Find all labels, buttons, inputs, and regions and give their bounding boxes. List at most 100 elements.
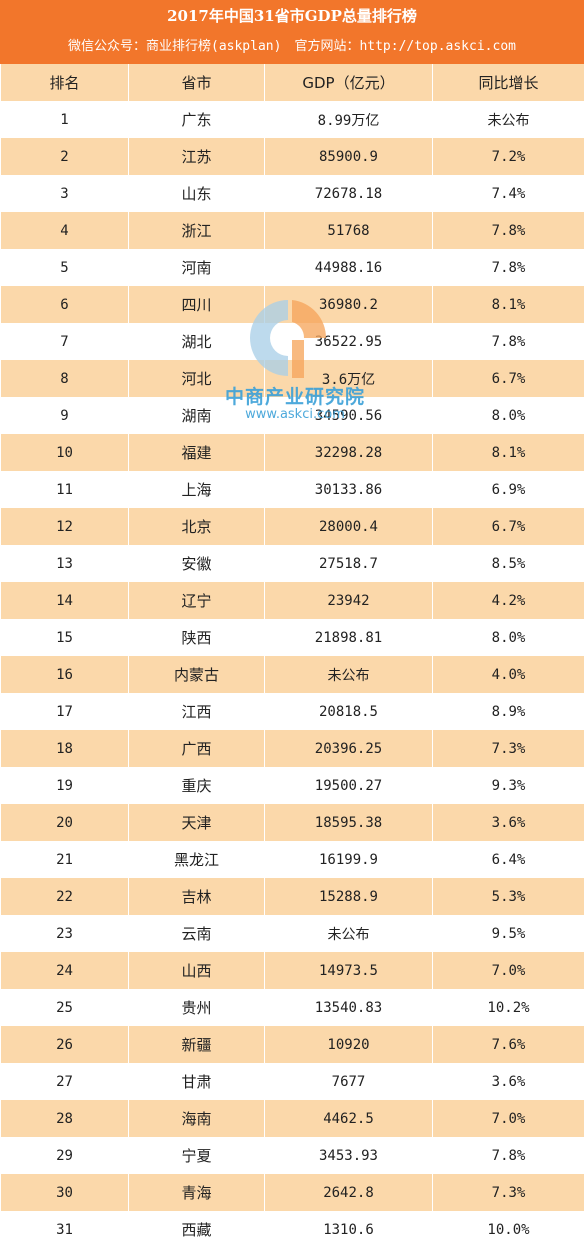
gdp-cell: 10920 (264, 1026, 433, 1063)
gdp-cell: 13540.83 (264, 989, 433, 1026)
table-row: 8 河北 3.6万亿 6.7% (0, 360, 584, 397)
rank-cell: 15 (0, 619, 129, 656)
column-header-gdp: GDP（亿元） (264, 64, 433, 101)
rank-cell: 4 (0, 212, 129, 249)
rank-cell: 27 (0, 1063, 129, 1100)
province-cell: 甘肃 (128, 1063, 265, 1100)
province-cell: 吉林 (128, 878, 265, 915)
gdp-cell: 20396.25 (264, 730, 433, 767)
table-row: 3 山东 72678.18 7.4% (0, 175, 584, 212)
gdp-cell: 27518.7 (264, 545, 433, 582)
gdp-cell: 7677 (264, 1063, 433, 1100)
gdp-cell: 44988.16 (264, 249, 433, 286)
growth-cell: 7.8% (432, 323, 584, 360)
rank-cell: 1 (0, 101, 129, 138)
table-row: 19 重庆 19500.27 9.3% (0, 767, 584, 804)
gdp-cell: 未公布 (264, 656, 433, 693)
growth-cell: 7.8% (432, 249, 584, 286)
table-row: 29 宁夏 3453.93 7.8% (0, 1137, 584, 1174)
growth-cell: 7.4% (432, 175, 584, 212)
province-cell: 上海 (128, 471, 265, 508)
table-row: 1 广东 8.99万亿 未公布 (0, 101, 584, 138)
province-cell: 河南 (128, 249, 265, 286)
table-row: 26 新疆 10920 7.6% (0, 1026, 584, 1063)
table-header-banner: 2017年中国31省市GDP总量排行榜 微信公众号：商业排行榜(askplan)… (0, 0, 584, 64)
table-row: 13 安徽 27518.7 8.5% (0, 545, 584, 582)
gdp-cell: 未公布 (264, 915, 433, 952)
growth-cell: 8.1% (432, 286, 584, 323)
gdp-cell: 85900.9 (264, 138, 433, 175)
province-cell: 江西 (128, 693, 265, 730)
province-cell: 新疆 (128, 1026, 265, 1063)
table-row: 25 贵州 13540.83 10.2% (0, 989, 584, 1026)
page-subtitle: 微信公众号：商业排行榜(askplan) 官方网站：http://top.ask… (68, 39, 516, 54)
growth-cell: 8.1% (432, 434, 584, 471)
rank-cell: 14 (0, 582, 129, 619)
column-header-rank: 排名 (0, 64, 129, 101)
column-header-province: 省市 (128, 64, 265, 101)
growth-cell: 7.3% (432, 730, 584, 767)
province-cell: 陕西 (128, 619, 265, 656)
province-cell: 重庆 (128, 767, 265, 804)
table-row: 18 广西 20396.25 7.3% (0, 730, 584, 767)
province-cell: 广东 (128, 101, 265, 138)
gdp-cell: 16199.9 (264, 841, 433, 878)
rank-cell: 11 (0, 471, 129, 508)
province-cell: 山东 (128, 175, 265, 212)
rank-cell: 6 (0, 286, 129, 323)
page-title: 2017年中国31省市GDP总量排行榜 (167, 7, 417, 25)
rank-cell: 10 (0, 434, 129, 471)
rank-cell: 25 (0, 989, 129, 1026)
table-row: 20 天津 18595.38 3.6% (0, 804, 584, 841)
growth-cell: 3.6% (432, 1063, 584, 1100)
gdp-cell: 34590.56 (264, 397, 433, 434)
province-cell: 青海 (128, 1174, 265, 1211)
gdp-cell: 36522.95 (264, 323, 433, 360)
gdp-cell: 32298.28 (264, 434, 433, 471)
rank-cell: 28 (0, 1100, 129, 1137)
province-cell: 海南 (128, 1100, 265, 1137)
gdp-cell: 51768 (264, 212, 433, 249)
table-row: 28 海南 4462.5 7.0% (0, 1100, 584, 1137)
growth-cell: 8.0% (432, 397, 584, 434)
gdp-cell: 4462.5 (264, 1100, 433, 1137)
gdp-cell: 1310.6 (264, 1211, 433, 1248)
rank-cell: 18 (0, 730, 129, 767)
table-row: 24 山西 14973.5 7.0% (0, 952, 584, 989)
gdp-cell: 19500.27 (264, 767, 433, 804)
growth-cell: 10.0% (432, 1211, 584, 1248)
growth-cell: 6.7% (432, 360, 584, 397)
rank-cell: 21 (0, 841, 129, 878)
table-row: 12 北京 28000.4 6.7% (0, 508, 584, 545)
column-header-growth: 同比增长 (432, 64, 584, 101)
table-row: 10 福建 32298.28 8.1% (0, 434, 584, 471)
province-cell: 贵州 (128, 989, 265, 1026)
table-row: 31 西藏 1310.6 10.0% (0, 1211, 584, 1248)
column-header-row: 排名 省市 GDP（亿元） 同比增长 (0, 64, 584, 101)
province-cell: 辽宁 (128, 582, 265, 619)
table-row: 6 四川 36980.2 8.1% (0, 286, 584, 323)
rank-cell: 2 (0, 138, 129, 175)
rank-cell: 12 (0, 508, 129, 545)
rank-cell: 5 (0, 249, 129, 286)
table-row: 5 河南 44988.16 7.8% (0, 249, 584, 286)
table-row: 21 黑龙江 16199.9 6.4% (0, 841, 584, 878)
rank-cell: 26 (0, 1026, 129, 1063)
table-row: 4 浙江 51768 7.8% (0, 212, 584, 249)
growth-cell: 10.2% (432, 989, 584, 1026)
gdp-cell: 2642.8 (264, 1174, 433, 1211)
rank-cell: 30 (0, 1174, 129, 1211)
province-cell: 浙江 (128, 212, 265, 249)
growth-cell: 未公布 (432, 101, 584, 138)
province-cell: 河北 (128, 360, 265, 397)
province-cell: 湖南 (128, 397, 265, 434)
growth-cell: 5.3% (432, 878, 584, 915)
growth-cell: 7.8% (432, 1137, 584, 1174)
gdp-cell: 21898.81 (264, 619, 433, 656)
gdp-cell: 72678.18 (264, 175, 433, 212)
province-cell: 云南 (128, 915, 265, 952)
gdp-cell: 3453.93 (264, 1137, 433, 1174)
gdp-cell: 30133.86 (264, 471, 433, 508)
province-cell: 四川 (128, 286, 265, 323)
province-cell: 广西 (128, 730, 265, 767)
